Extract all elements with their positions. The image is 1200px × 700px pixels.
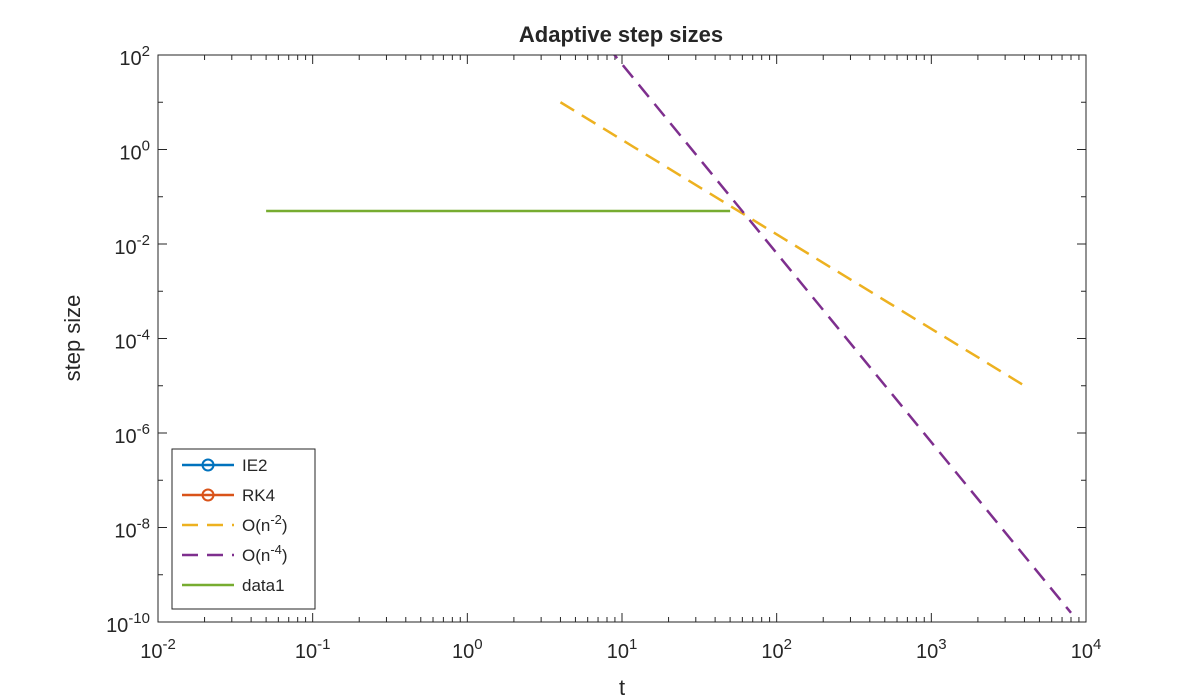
legend-label: O(n-4) — [242, 542, 288, 565]
y-tick-label: 10-10 — [106, 610, 150, 637]
y-tick-label: 10-8 — [114, 516, 150, 543]
legend-marker-circle — [201, 488, 215, 502]
legend-item: RK4 — [182, 486, 275, 505]
x-tick-label: 103 — [916, 636, 947, 663]
x-tick-label: 101 — [607, 636, 638, 663]
x-tick-label: 10-2 — [140, 636, 176, 663]
legend-item: O(n-2) — [182, 512, 288, 535]
x-axis-label: t — [619, 675, 625, 700]
x-tick-label: 10-1 — [295, 636, 331, 663]
legend-box — [171, 448, 316, 610]
series-line-o-n-2- — [559, 101, 1026, 387]
axes-box — [157, 54, 1087, 623]
series-layer — [266, 55, 1072, 614]
y-tick-label: 10-6 — [114, 421, 150, 448]
y-tick-label: 100 — [119, 138, 150, 165]
minor-ticks — [158, 55, 1086, 622]
legend: IE2 RK4 O(n-2) O(n-4) data1 — [171, 448, 316, 610]
legend-item: data1 — [182, 576, 285, 595]
legend-item: O(n-4) — [182, 542, 288, 565]
y-tick-label: 102 — [119, 43, 150, 70]
legend-label: IE2 — [242, 456, 268, 475]
legend-label: O(n-2) — [242, 512, 288, 535]
legend-label: RK4 — [242, 486, 275, 505]
x-tick-label: 100 — [452, 636, 483, 663]
chart-title: Adaptive step sizes — [519, 22, 723, 47]
series-line-o-n-4- — [612, 55, 1072, 614]
legend-label: data1 — [242, 576, 285, 595]
x-tick-label: 102 — [761, 636, 792, 663]
y-axis-label: step size — [60, 295, 85, 382]
x-tick-labels: 10-2 10-1 100 101 102 103 104 — [140, 636, 1101, 663]
y-tick-labels: 10-10 10-8 10-6 10-4 10-2 100 102 — [106, 43, 150, 637]
legend-marker-circle — [201, 458, 215, 472]
legend-item: IE2 — [182, 456, 268, 475]
y-tick-label: 10-2 — [114, 232, 150, 259]
y-tick-label: 10-4 — [114, 327, 150, 354]
x-tick-label: 104 — [1071, 636, 1102, 663]
